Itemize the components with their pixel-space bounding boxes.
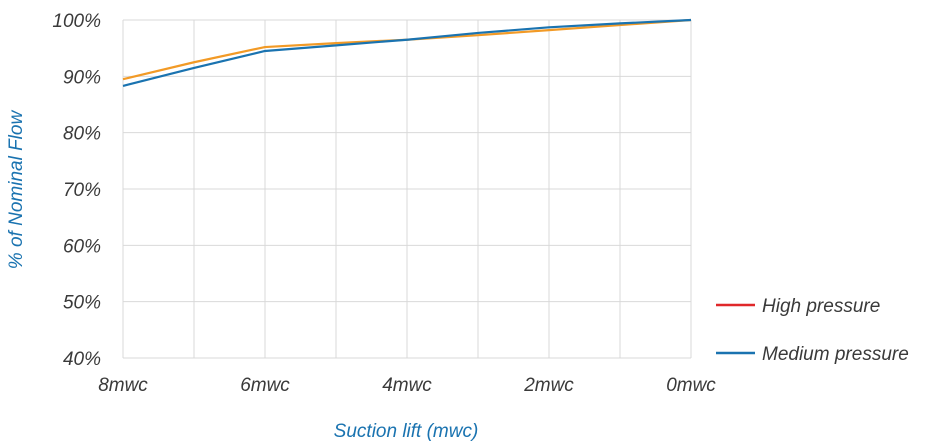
x-axis-title: Suction lift (mwc) — [334, 421, 479, 442]
x-axis-ticks: 8mwc 6mwc 4mwc 2mwc 0mwc — [98, 375, 716, 396]
y-axis-ticks: 40% 50% 60% 70% 80% 90% 100% — [52, 11, 101, 370]
y-tick-label: 100% — [52, 11, 101, 32]
y-tick-label: 80% — [63, 124, 101, 145]
series-line-medium-pressure — [122, 18, 692, 87]
y-axis-title: % of Nominal Flow — [6, 110, 27, 270]
grid — [122, 19, 692, 359]
y-tick-label: 60% — [63, 236, 101, 257]
y-tick-label: 50% — [63, 293, 101, 314]
x-tick-label: 0mwc — [666, 375, 716, 396]
x-tick-label: 4mwc — [382, 375, 432, 396]
y-tick-label: 90% — [63, 67, 101, 88]
series-lines — [122, 18, 692, 87]
legend-label-high-pressure: High pressure — [762, 296, 880, 317]
legend: High pressure Medium pressure — [716, 296, 909, 365]
x-tick-label: 8mwc — [98, 375, 148, 396]
y-tick-label: 70% — [63, 180, 101, 201]
legend-label-medium-pressure: Medium pressure — [762, 344, 909, 365]
y-tick-label: 40% — [63, 349, 101, 370]
x-tick-label: 2mwc — [523, 375, 574, 396]
x-tick-label: 6mwc — [240, 375, 290, 396]
